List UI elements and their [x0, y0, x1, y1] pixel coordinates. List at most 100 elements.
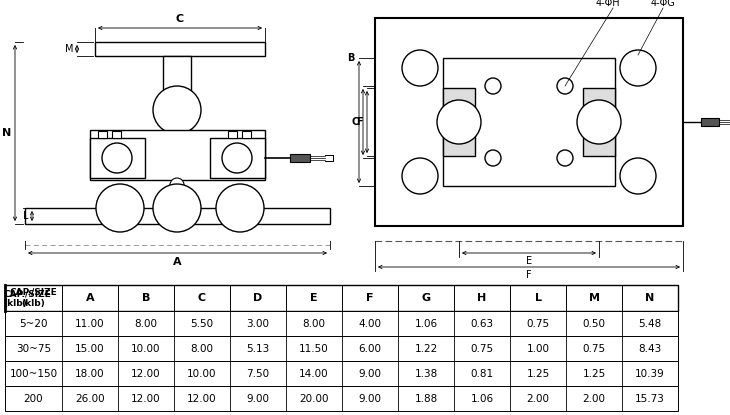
Text: 10.39: 10.39: [635, 369, 665, 378]
Text: 9.00: 9.00: [358, 393, 382, 403]
Text: 5.48: 5.48: [638, 318, 661, 329]
Text: D: D: [253, 293, 263, 303]
Text: 8.43: 8.43: [638, 344, 661, 354]
Circle shape: [620, 158, 656, 194]
Text: 5.50: 5.50: [191, 318, 214, 329]
Bar: [375, 18, 683, 226]
Circle shape: [402, 158, 438, 194]
Circle shape: [102, 143, 132, 173]
Bar: [210, 138, 265, 178]
Text: 12.00: 12.00: [131, 369, 161, 378]
Circle shape: [170, 178, 184, 192]
Circle shape: [153, 86, 201, 134]
Text: 1.38: 1.38: [415, 369, 437, 378]
Text: 6.00: 6.00: [358, 344, 382, 354]
Bar: [5, 336, 678, 361]
Bar: [701, 118, 719, 126]
Bar: [90, 130, 265, 180]
Text: E: E: [526, 256, 532, 266]
Text: 8.00: 8.00: [191, 344, 213, 354]
Text: 8.00: 8.00: [134, 318, 158, 329]
Text: 10.00: 10.00: [131, 344, 161, 354]
Text: F: F: [356, 117, 363, 127]
Text: 0.81: 0.81: [470, 369, 493, 378]
Text: 0.75: 0.75: [470, 344, 493, 354]
Text: 4-ΦH: 4-ΦH: [596, 0, 620, 8]
Text: 4-ΦG: 4-ΦG: [650, 0, 675, 8]
Circle shape: [485, 78, 501, 94]
Text: 2.00: 2.00: [583, 393, 605, 403]
Text: 1.25: 1.25: [583, 369, 606, 378]
Text: G: G: [421, 293, 431, 303]
Text: H: H: [477, 293, 487, 303]
Circle shape: [402, 50, 438, 86]
Bar: [443, 88, 475, 156]
Bar: [25, 208, 330, 224]
Circle shape: [557, 150, 573, 166]
Bar: [5, 311, 678, 336]
Text: M: M: [588, 293, 599, 303]
Text: CAP./SIZE: CAP./SIZE: [3, 290, 51, 299]
Text: 9.00: 9.00: [358, 369, 382, 378]
Text: 10.00: 10.00: [188, 369, 217, 378]
Text: B: B: [347, 53, 355, 63]
Text: 1.22: 1.22: [415, 344, 437, 354]
Circle shape: [222, 143, 252, 173]
Text: CAP./SIZE
(klb): CAP./SIZE (klb): [9, 288, 58, 308]
Bar: [98, 131, 107, 138]
Text: M: M: [66, 44, 74, 54]
Text: C: C: [176, 14, 184, 24]
Bar: [112, 131, 121, 138]
Bar: [163, 56, 191, 165]
Circle shape: [437, 100, 481, 144]
Text: 11.50: 11.50: [299, 344, 329, 354]
Text: B: B: [142, 293, 150, 303]
Bar: [95, 42, 265, 56]
Text: 0.75: 0.75: [526, 318, 550, 329]
Circle shape: [96, 184, 144, 232]
Text: 1.06: 1.06: [470, 393, 493, 403]
Text: 12.00: 12.00: [131, 393, 161, 403]
Text: 0.50: 0.50: [583, 318, 605, 329]
Circle shape: [577, 100, 621, 144]
Text: 8.00: 8.00: [302, 318, 326, 329]
Text: 20.00: 20.00: [299, 393, 328, 403]
Text: 1.00: 1.00: [526, 344, 550, 354]
Text: 15.00: 15.00: [75, 344, 105, 354]
Text: L: L: [534, 293, 542, 303]
Text: A: A: [85, 293, 94, 303]
Text: 1.88: 1.88: [415, 393, 437, 403]
Text: 5~20: 5~20: [19, 318, 47, 329]
Bar: [583, 88, 615, 156]
Bar: [290, 154, 310, 162]
Text: 3.00: 3.00: [247, 318, 269, 329]
Bar: [5, 361, 678, 386]
Text: 200: 200: [23, 393, 43, 403]
Text: 12.00: 12.00: [187, 393, 217, 403]
Text: 100~150: 100~150: [9, 369, 58, 378]
Text: A: A: [173, 257, 182, 267]
Text: 7.50: 7.50: [247, 369, 269, 378]
Text: 0.75: 0.75: [583, 344, 606, 354]
Text: 1.06: 1.06: [415, 318, 437, 329]
Bar: [443, 58, 615, 186]
Text: 15.73: 15.73: [635, 393, 665, 403]
Text: 0.63: 0.63: [470, 318, 493, 329]
Text: 26.00: 26.00: [75, 393, 105, 403]
Bar: [5, 285, 678, 311]
Text: F: F: [366, 293, 374, 303]
Text: 18.00: 18.00: [75, 369, 105, 378]
Text: 30~75: 30~75: [16, 344, 51, 354]
Bar: [228, 131, 237, 138]
Text: 5.13: 5.13: [247, 344, 269, 354]
Text: 9.00: 9.00: [247, 393, 269, 403]
Text: 11.00: 11.00: [75, 318, 105, 329]
Circle shape: [557, 78, 573, 94]
Text: C: C: [352, 117, 359, 127]
Text: N: N: [1, 128, 11, 138]
Text: 4.00: 4.00: [358, 318, 382, 329]
Text: C: C: [198, 293, 206, 303]
Bar: [90, 138, 145, 178]
Text: N: N: [645, 293, 655, 303]
Circle shape: [485, 150, 501, 166]
